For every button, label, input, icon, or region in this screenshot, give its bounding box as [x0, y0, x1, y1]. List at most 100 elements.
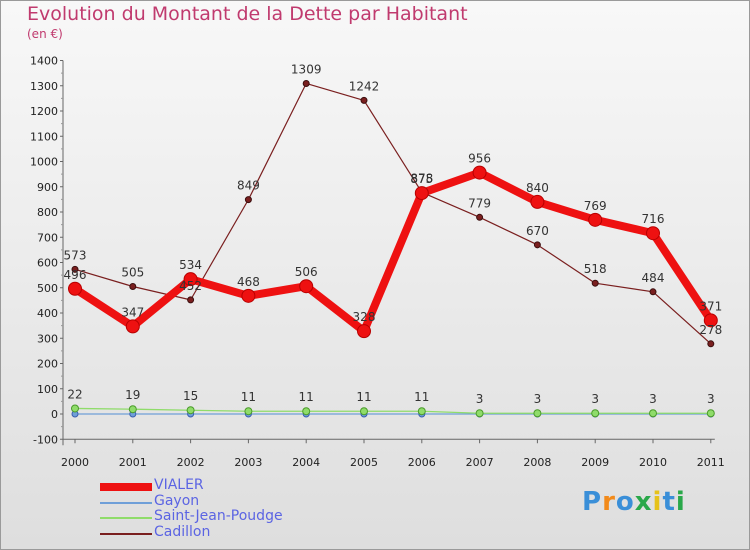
data-label-saint-jean-poudge: 15	[183, 389, 198, 403]
series-line-vialer	[71, 168, 715, 336]
chart-title: Evolution du Montant de la Dette par Hab…	[27, 3, 468, 25]
data-point-saint-jean-poudge	[71, 404, 79, 413]
data-label-cadillon: 452	[179, 279, 202, 293]
data-point-vialer	[68, 281, 82, 296]
legend-swatch	[100, 517, 152, 519]
legend-label: Gayon	[154, 493, 200, 509]
data-point-vialer	[241, 288, 256, 303]
logo-letter: r	[602, 487, 616, 517]
data-point-vialer	[530, 194, 545, 209]
data-point-cadillon	[129, 282, 137, 290]
y-tick-label: 0	[51, 408, 58, 421]
y-tick-label: 1300	[30, 80, 58, 93]
data-label-saint-jean-poudge: 11	[356, 390, 371, 404]
data-point-saint-jean-poudge	[475, 409, 484, 418]
data-label-saint-jean-poudge: 11	[414, 390, 429, 404]
logo-letter: o	[615, 487, 635, 517]
data-point-saint-jean-poudge	[706, 409, 715, 418]
x-tick-label: 2001	[119, 456, 147, 469]
data-label-cadillon: 849	[237, 179, 260, 193]
y-tick-label: 900	[37, 181, 58, 194]
data-point-cadillon	[476, 213, 484, 221]
data-point-vialer	[472, 165, 487, 180]
x-tick-label: 2006	[408, 456, 436, 469]
data-point-vialer	[588, 212, 603, 227]
data-point-saint-jean-poudge	[591, 409, 600, 418]
x-tick-label: 2007	[466, 456, 494, 469]
data-point-vialer	[183, 272, 198, 287]
data-label-vialer: 347	[121, 305, 144, 319]
y-tick-label: 400	[37, 307, 58, 320]
data-point-cadillon	[71, 265, 79, 273]
x-tick-label: 2010	[639, 456, 667, 469]
y-tick-label: 1000	[30, 156, 58, 169]
data-label-cadillon: 518	[584, 262, 607, 276]
data-label-cadillon: 1309	[291, 62, 322, 76]
data-label-cadillon: 779	[468, 196, 491, 210]
data-point-cadillon	[302, 79, 310, 87]
data-point-saint-jean-poudge	[186, 406, 195, 415]
legend-label: Saint-Jean-Poudge	[154, 508, 283, 524]
data-point-saint-jean-poudge	[417, 407, 426, 416]
data-label-cadillon: 878	[410, 171, 433, 185]
proxiti-logo: Proxiti	[582, 487, 686, 517]
y-tick-label: 100	[37, 383, 58, 396]
legend-swatch	[100, 502, 152, 504]
data-label-saint-jean-poudge: 3	[591, 392, 599, 406]
data-point-vialer	[646, 226, 660, 241]
data-label-vialer: 468	[237, 275, 260, 289]
data-label-cadillon: 1242	[349, 79, 380, 93]
x-tick-label: 2005	[350, 456, 378, 469]
x-tick-label: 2009	[581, 456, 609, 469]
y-tick-label: 300	[37, 332, 58, 345]
legend-swatch	[100, 533, 152, 535]
x-tick-label: 2003	[234, 456, 262, 469]
chart-subtitle: (en €)	[27, 27, 63, 41]
y-tick-label: 700	[37, 231, 58, 244]
data-label-cadillon: 670	[526, 224, 549, 238]
x-tick-label: 2000	[61, 456, 89, 469]
data-point-vialer	[125, 319, 140, 334]
legend-swatch	[100, 483, 152, 491]
data-point-cadillon	[707, 340, 715, 348]
data-label-vialer: 716	[642, 212, 665, 226]
data-label-saint-jean-poudge: 11	[299, 390, 314, 404]
y-tick-label: 1400	[30, 55, 58, 68]
y-tick-label: 500	[37, 282, 58, 295]
y-tick-label: 200	[37, 358, 58, 371]
data-label-cadillon: 505	[121, 265, 144, 279]
data-point-vialer	[357, 324, 371, 339]
legend-label: Cadillon	[154, 524, 211, 540]
logo-letter: i	[675, 487, 686, 517]
data-point-cadillon	[533, 241, 541, 249]
logo-letter: x	[634, 487, 653, 517]
data-label-vialer: 769	[584, 199, 607, 213]
data-label-saint-jean-poudge: 19	[125, 388, 140, 402]
data-point-saint-jean-poudge	[360, 407, 368, 416]
data-label-vialer: 840	[526, 181, 549, 195]
data-label-vialer: 875	[410, 172, 433, 186]
data-label-saint-jean-poudge: 3	[649, 392, 657, 406]
y-tick-label: 600	[37, 257, 58, 270]
logo-letter: t	[662, 487, 676, 517]
data-point-saint-jean-poudge	[649, 409, 657, 418]
data-label-saint-jean-poudge: 11	[241, 390, 256, 404]
data-point-saint-jean-poudge	[244, 407, 253, 416]
series-line-saint-jean-poudge	[74, 407, 712, 414]
data-point-cadillon	[591, 279, 599, 287]
data-point-cadillon	[360, 96, 368, 104]
data-label-vialer: 506	[295, 265, 318, 279]
data-label-vialer: 328	[353, 310, 376, 324]
x-tick-label: 2008	[523, 456, 551, 469]
data-point-saint-jean-poudge	[128, 405, 137, 414]
data-point-cadillon	[187, 296, 195, 304]
x-tick-label: 2004	[292, 456, 320, 469]
data-point-saint-jean-poudge	[533, 409, 542, 418]
y-tick-label: 1100	[30, 130, 58, 143]
data-label-saint-jean-poudge: 3	[534, 392, 542, 406]
data-label-saint-jean-poudge: 3	[476, 392, 484, 406]
data-label-cadillon: 484	[642, 271, 665, 285]
legend-label: VIALER	[154, 477, 204, 493]
